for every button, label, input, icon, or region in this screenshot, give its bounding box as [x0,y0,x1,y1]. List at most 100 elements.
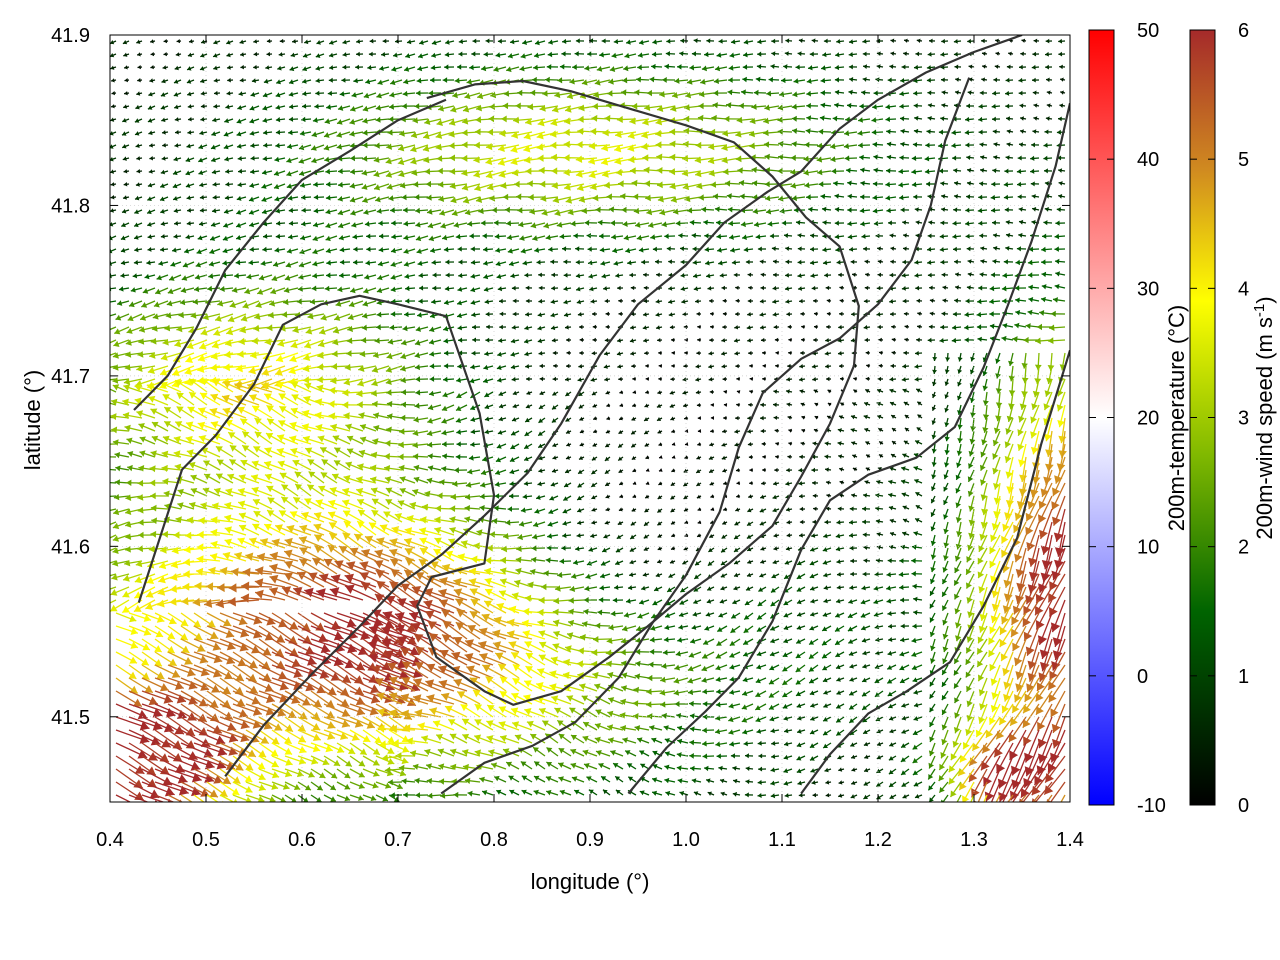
wind-vector-head [189,39,193,44]
wind-vector-head [213,65,218,71]
wind-vector-head [901,64,906,70]
wind-vector-head [124,78,128,83]
wind-vector-head [262,169,267,175]
wind-vector-head [226,40,231,45]
wind-vector-head [967,90,972,95]
wind-vector-head [315,65,321,71]
wind-vector-head [629,167,636,175]
wind-vector-head [304,39,309,45]
wind-vector-head [302,103,307,109]
wind-vector-head [411,131,418,139]
wind-vector-head [849,77,854,82]
wind-vector-head [724,115,730,123]
wind-vector-head [1059,103,1064,108]
wind-vector-head [503,90,510,97]
wind-vector-head [968,77,973,82]
wind-vector-head [1006,64,1011,70]
wind-vector-head [575,38,580,44]
wind-vector-head [1058,51,1063,57]
wind-vector-head [862,39,867,44]
wind-vector-head [1032,90,1037,96]
wind-vector-head [636,76,641,83]
wind-vector-head [124,91,128,96]
wind-vector-head [302,91,307,97]
wind-vector-head [967,38,971,44]
wind-vector-head [123,52,128,57]
wind-vector-head [266,51,271,57]
wind-vector-head [682,154,688,162]
wind-vector-head [517,89,523,96]
wind-vector-head [1046,103,1051,108]
wind-vector-head [485,38,490,44]
wind-vector-head [613,39,619,45]
wind-vector-head [474,141,480,149]
wind-vector-head [951,142,956,149]
wind-vector-head [687,78,693,85]
wind-vector-head [1030,155,1035,161]
wind-vector-head [213,78,218,83]
wind-vector-head [376,92,382,99]
wind-vector-head [527,103,534,111]
wind-vector-head [111,78,115,83]
wind-vector-head [314,103,319,109]
wind-vector-head [578,104,585,112]
wind-vector-head [100,399,106,405]
wind-vector-head [110,131,114,136]
wind-vector-head [148,169,153,174]
wind-vector-head [428,90,434,97]
wind-vector-head [277,65,282,71]
wind-vector-head [566,92,574,100]
wind-vector-head [336,131,343,138]
wind-vector-head [993,142,998,147]
wind-vector-head [407,39,412,45]
wind-vector-head [685,92,692,99]
wind-vector-head [713,90,719,97]
wind-vector-head [249,118,255,124]
wind-vector-head [592,103,598,110]
wind-vector-head [979,142,984,147]
wind-vector-head [715,65,721,72]
wind-vector-head [135,104,140,110]
wind-vector-head [486,143,493,151]
wind-vector-head [873,167,878,173]
wind-vector-head [523,145,531,153]
wind-vector-head [830,143,836,150]
wind-vector-head [995,38,999,43]
wind-vector-head [804,141,810,148]
wind-vector-head [110,304,111,305]
wind-vector-head [338,105,344,111]
wind-vector-head [736,116,743,124]
wind-vector-head [913,128,919,134]
wind-vector-head [890,51,895,56]
wind-vector-head [110,169,114,174]
wind-vector-head [899,91,904,97]
wind-vector-head [435,132,443,139]
wind-vector-head [461,154,468,162]
wind-vector-head [900,141,905,147]
wind-vector-head [771,38,776,44]
wind-vector-head [941,103,946,108]
wind-vector-head [886,141,892,147]
wind-vector-head [436,155,443,162]
wind-vector-head [224,118,229,124]
wind-vector-head [411,169,418,176]
wind-vector-head [238,91,243,97]
wind-vector-head [751,103,757,110]
wind-vector-head [926,129,931,135]
wind-vector-head [642,154,649,162]
wind-vector-head [616,115,623,123]
wind-vector-head [873,154,878,160]
wind-vector-head [185,157,191,163]
wind-vector-head [955,90,959,95]
wind-vector-head [848,52,853,57]
wind-vector-head [656,167,663,174]
wind-vector-head [1018,77,1023,83]
wind-vector-head [694,156,702,164]
wind-vector-head [147,118,153,123]
wind-vector-head [545,76,550,83]
wind-vector-head [614,157,622,165]
wind-vector-head [843,143,849,150]
wind-vector-head [926,65,932,70]
wind-vector-head [964,129,970,136]
wind-vector-head [312,117,318,123]
